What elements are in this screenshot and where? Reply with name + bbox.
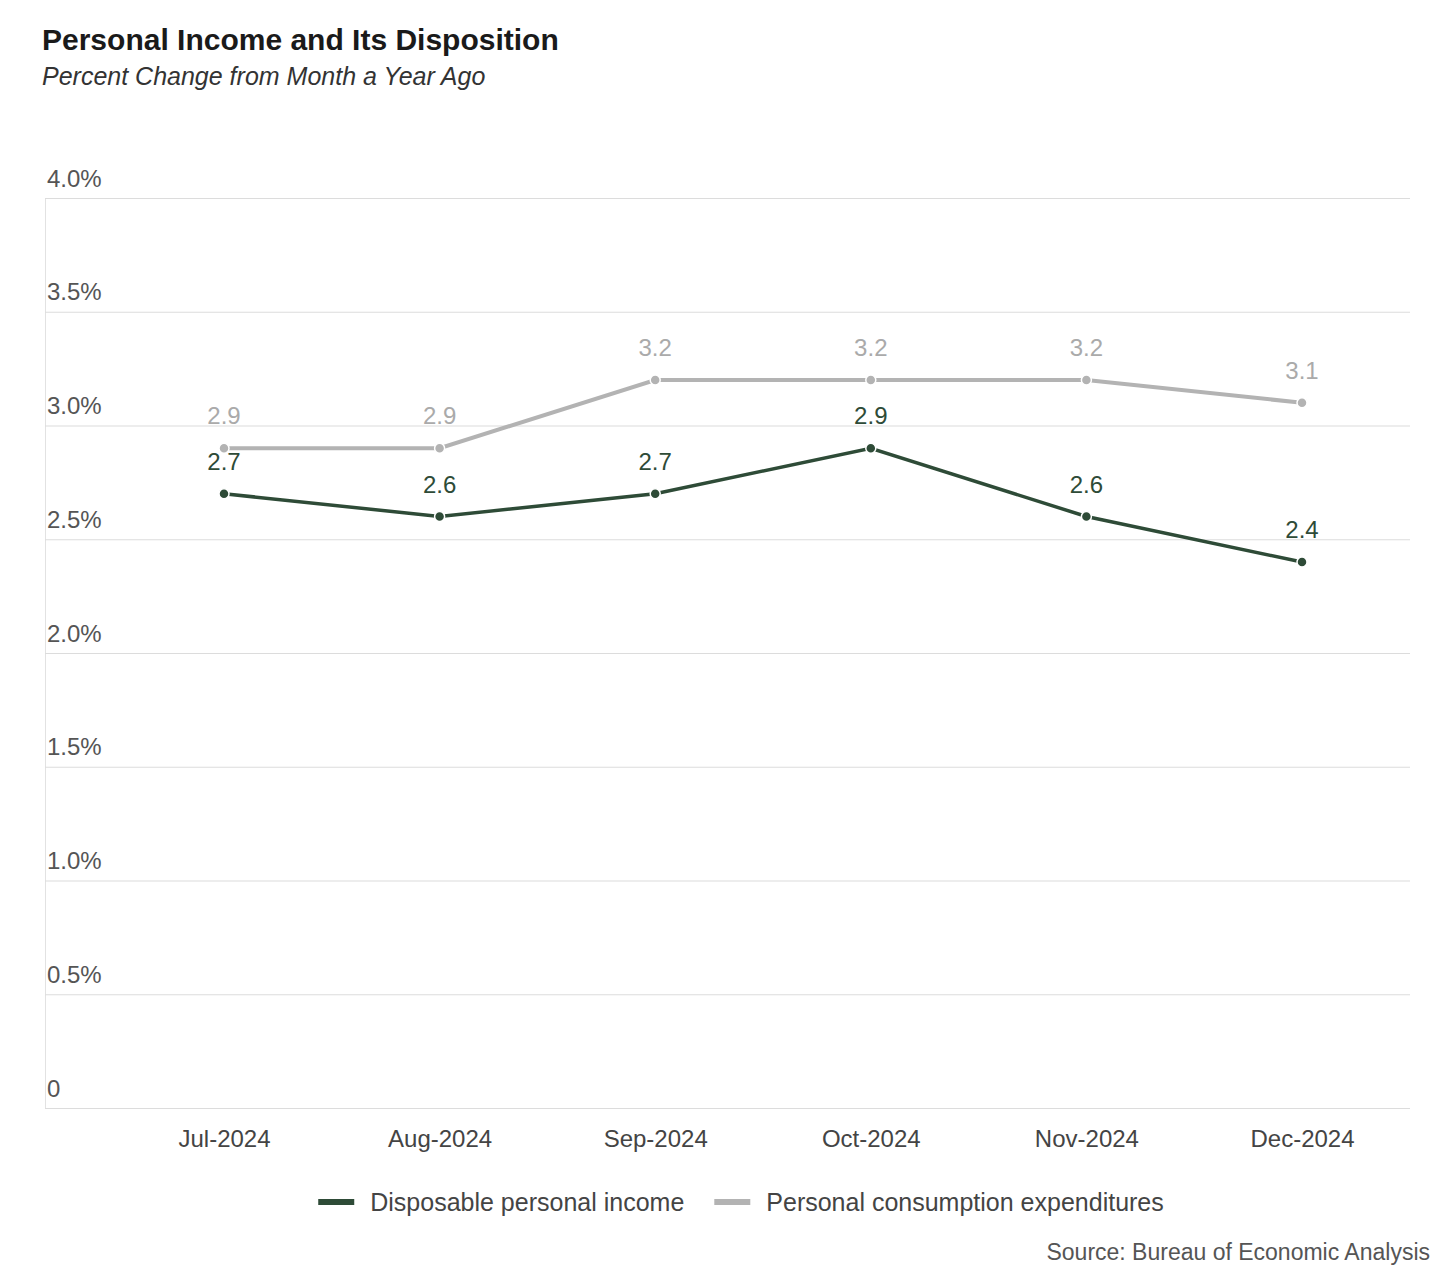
y-axis-line bbox=[46, 199, 1411, 1109]
y-tick: 2.5% bbox=[45, 506, 1410, 540]
legend-label: Personal consumption expenditures bbox=[766, 1188, 1163, 1216]
data-labels: 2.9 2.9 3.2 3.2 3.2 3.1 2.7 2.6 2.7 2.9 2.6 2.4 bbox=[207, 334, 1318, 543]
x-axis-line bbox=[225, 1108, 1303, 1109]
legend-label: Disposable personal income bbox=[370, 1188, 684, 1216]
x-tick-label: Aug-2024 bbox=[388, 1125, 492, 1152]
data-label: 3.2 bbox=[1070, 334, 1103, 361]
chart: Personal Income and Its Disposition Perce… bbox=[0, 0, 1442, 1278]
data-label: 2.6 bbox=[423, 471, 456, 498]
series-marker bbox=[435, 512, 445, 522]
legend-item: Personal consumption expenditures bbox=[714, 1188, 1163, 1216]
legend-swatch bbox=[714, 1199, 750, 1205]
x-axis: Jul-2024 Aug-2024 Sep-2024 Oct-2024 Nov-2024… bbox=[178, 1108, 1354, 1152]
y-tick: 1.0% bbox=[45, 847, 1410, 881]
y-tick-label: 3.5% bbox=[47, 278, 102, 305]
y-tick-label: 3.0% bbox=[47, 392, 102, 419]
y-axis: 0 0.5% 1.0% 1.5% 2.0% 2.5% 3.0% 3.5% 4.0% bbox=[45, 165, 1410, 1109]
x-tick: Dec-2024 bbox=[1250, 1108, 1354, 1152]
data-label: 2.9 bbox=[423, 402, 456, 429]
x-tick: Nov-2024 bbox=[1035, 1108, 1139, 1152]
data-label: 2.7 bbox=[639, 448, 672, 475]
data-label: 2.4 bbox=[1285, 516, 1318, 543]
x-tick-label: Sep-2024 bbox=[604, 1125, 708, 1152]
series-line bbox=[224, 380, 1302, 448]
x-tick: Jul-2024 bbox=[178, 1108, 270, 1152]
plot: 0 0.5% 1.0% 1.5% 2.0% 2.5% 3.0% 3.5% 4.0% Jul-202… bbox=[45, 165, 1410, 1153]
series-marker bbox=[219, 489, 229, 499]
y-tick-label: 1.5% bbox=[47, 733, 102, 760]
series-marker bbox=[866, 375, 876, 385]
series-marker bbox=[650, 489, 660, 499]
title: Personal Income and Its Disposition bbox=[42, 23, 559, 56]
grid-line bbox=[45, 653, 1410, 654]
y-tick: 0 bbox=[45, 1075, 1410, 1109]
y-tick-label: 0.5% bbox=[47, 961, 102, 988]
grid-line bbox=[45, 312, 1410, 313]
y-tick: 2.0% bbox=[45, 620, 1410, 654]
x-tick: Aug-2024 bbox=[388, 1108, 492, 1152]
x-tick-label: Dec-2024 bbox=[1250, 1125, 1354, 1152]
series-marker bbox=[1297, 398, 1307, 408]
series-marker bbox=[435, 443, 445, 453]
series-marker bbox=[1081, 375, 1091, 385]
y-tick: 3.5% bbox=[45, 278, 1410, 312]
data-label: 2.9 bbox=[207, 402, 240, 429]
y-tick-label: 4.0% bbox=[47, 165, 102, 192]
series-marker bbox=[866, 443, 876, 453]
y-tick-label: 2.0% bbox=[47, 620, 102, 647]
data-label: 3.1 bbox=[1285, 357, 1318, 384]
grid-line bbox=[45, 198, 1410, 199]
y-tick: 4.0% bbox=[45, 165, 1410, 199]
legend-item: Disposable personal income bbox=[318, 1188, 684, 1216]
grid-line bbox=[45, 1108, 1410, 1109]
series-marker bbox=[650, 375, 660, 385]
y-tick-label: 1.0% bbox=[47, 847, 102, 874]
data-label: 3.2 bbox=[639, 334, 672, 361]
series-group bbox=[219, 375, 1307, 567]
legend-swatch bbox=[318, 1199, 354, 1205]
x-tick-label: Oct-2024 bbox=[822, 1125, 921, 1152]
y-tick-label: 2.5% bbox=[47, 506, 102, 533]
y-tick: 3.0% bbox=[45, 392, 1410, 426]
x-tick-label: Nov-2024 bbox=[1035, 1125, 1139, 1152]
grid-line bbox=[45, 880, 1410, 881]
y-tick-label: 0 bbox=[47, 1075, 60, 1102]
series-line bbox=[224, 448, 1302, 562]
x-tick: Oct-2024 bbox=[822, 1108, 921, 1152]
y-tick: 1.5% bbox=[45, 733, 1410, 767]
data-label: 3.2 bbox=[854, 334, 887, 361]
data-label: 2.6 bbox=[1070, 471, 1103, 498]
x-tick: Sep-2024 bbox=[604, 1108, 708, 1152]
series-marker bbox=[1297, 557, 1307, 567]
series-marker bbox=[1081, 512, 1091, 522]
grid-line bbox=[45, 767, 1410, 768]
subtitle: Percent Change from Month a Year Ago bbox=[42, 62, 485, 90]
x-tick-label: Jul-2024 bbox=[178, 1125, 270, 1152]
y-tick: 0.5% bbox=[45, 961, 1410, 995]
data-label: 2.9 bbox=[854, 402, 887, 429]
data-label: 2.7 bbox=[207, 448, 240, 475]
grid-line bbox=[45, 425, 1410, 426]
grid-line bbox=[45, 994, 1410, 995]
legend: Disposable personal income Personal consu… bbox=[318, 1188, 1164, 1216]
source: Source: Bureau of Economic Analysis bbox=[1046, 1239, 1430, 1265]
